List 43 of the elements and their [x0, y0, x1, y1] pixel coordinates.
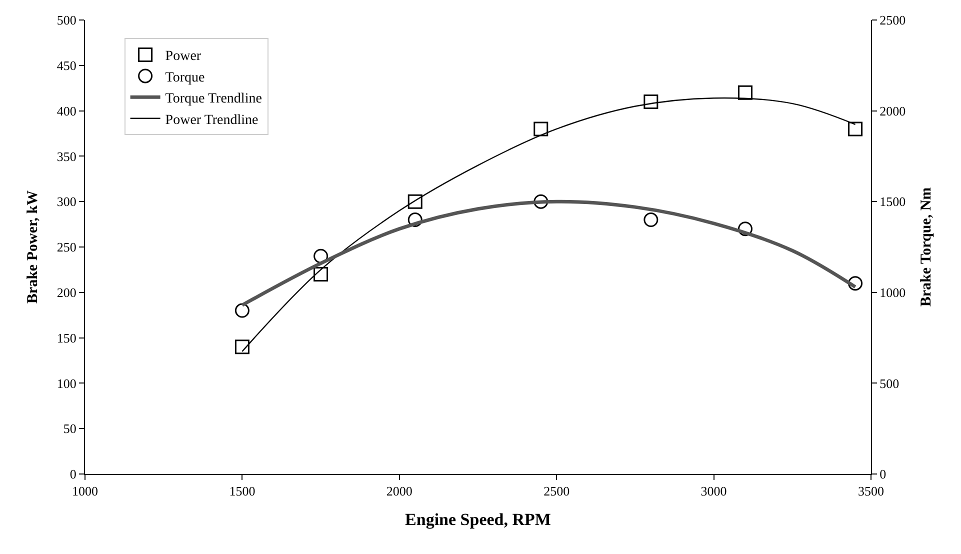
point	[234, 340, 250, 354]
y-tick-label: 400	[56, 103, 76, 118]
point	[314, 266, 328, 282]
x-tick-label: 1000	[72, 484, 98, 499]
y-tick-label: 250	[56, 240, 76, 255]
y2-tick-label: 0	[880, 466, 886, 482]
y-tick-label: 300	[56, 194, 76, 210]
point	[644, 94, 658, 109]
y-tick-label: 100	[56, 376, 76, 391]
x-tick-label: 2500	[544, 484, 570, 499]
y2-tick-label: 2000	[880, 103, 906, 118]
y-tick-label: 150	[56, 330, 76, 346]
point	[848, 122, 863, 136]
x-tick-label: 1500	[229, 484, 256, 499]
x-axis-title: Engine Speed, RPM	[405, 510, 551, 529]
y2-tick-label: 2500	[880, 12, 906, 28]
y-tick-label: 450	[56, 58, 76, 73]
y-tick-label: 500	[56, 12, 76, 28]
y-axis-title: Brake Power, kW	[25, 190, 42, 304]
y-tick-label: 50	[63, 421, 76, 436]
legend-label: Torque	[165, 70, 205, 86]
y-tick-label: 200	[56, 284, 76, 300]
point	[644, 212, 658, 228]
y2-tick-label: 1500	[880, 194, 906, 210]
point	[848, 276, 863, 291]
point	[738, 222, 752, 236]
legend-label: Torque Trendline	[165, 92, 262, 107]
y2-tick-label: 1000	[880, 284, 906, 300]
point	[408, 194, 422, 209]
y2-tick-label: 500	[880, 376, 900, 391]
point	[408, 212, 422, 228]
y-tick-label: 350	[56, 148, 76, 164]
point	[738, 85, 752, 100]
x-tick-label: 3500	[858, 484, 884, 499]
y-tick-label: 0	[70, 466, 76, 482]
point	[534, 194, 548, 209]
x-tick-label: 2000	[386, 484, 412, 499]
x-tick-label: 3000	[700, 484, 727, 499]
point	[534, 122, 548, 136]
y2-axis-title: Brake Torque, Nm	[918, 186, 935, 307]
legend-label: Power Trendline	[165, 112, 258, 128]
legend-label: Power	[165, 49, 202, 64]
point	[234, 303, 250, 318]
